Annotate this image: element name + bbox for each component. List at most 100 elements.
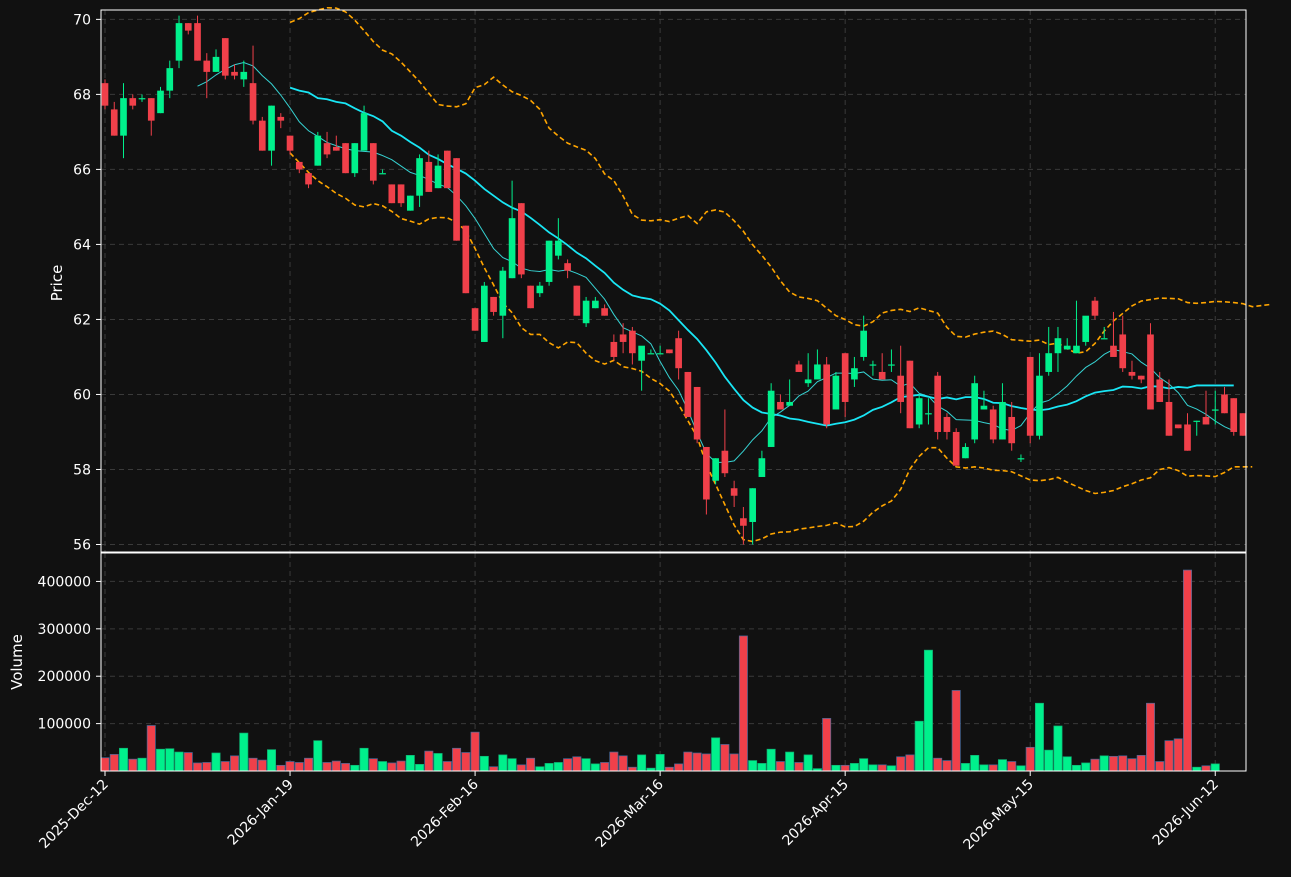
volume-bar <box>1146 702 1155 772</box>
candle-body <box>943 416 951 432</box>
volume-bar <box>220 761 230 772</box>
volume-bar <box>933 757 943 772</box>
volume-bar <box>896 756 906 772</box>
candle-body <box>795 364 803 372</box>
price-tick-label: 68 <box>73 87 91 103</box>
candle-body <box>481 285 488 342</box>
volume-bar <box>359 747 369 772</box>
candle-body <box>989 409 997 440</box>
candle-body <box>397 184 405 204</box>
volume-bar <box>452 747 462 772</box>
volume-bar <box>507 758 517 772</box>
candle-body <box>416 158 423 196</box>
candle-body <box>120 98 127 136</box>
volume-bar <box>1136 755 1146 772</box>
volume-tick-label: 200000 <box>38 669 91 685</box>
candle-body <box>545 240 553 282</box>
volume-bar <box>405 755 415 772</box>
volume-bar <box>1108 755 1118 772</box>
candle-body <box>1156 379 1164 402</box>
volume-bar <box>1053 725 1063 772</box>
volume-bar <box>387 762 397 772</box>
volume-bar <box>720 744 730 772</box>
volume-bar <box>738 635 748 772</box>
volume-bar <box>442 761 452 772</box>
candle-body <box>471 308 479 331</box>
volume-bar <box>239 732 249 772</box>
candle-body <box>666 349 673 354</box>
volume-bar <box>322 762 332 772</box>
candle-body <box>462 225 470 294</box>
candle-body <box>582 300 590 324</box>
candle-body <box>138 98 146 100</box>
candle-body <box>425 161 433 192</box>
candle-body <box>730 488 738 496</box>
candle-body <box>110 109 118 136</box>
candle-body <box>638 345 645 361</box>
candle-body <box>1017 458 1025 460</box>
volume-bar <box>914 720 924 772</box>
candle-body <box>351 143 359 174</box>
candle-body <box>814 364 821 380</box>
candle-body <box>1202 416 1210 425</box>
volume-bar <box>748 760 758 772</box>
candle-body <box>286 135 294 151</box>
bollinger-bands <box>289 6 1271 543</box>
volume-bar <box>1071 764 1081 772</box>
candle-body <box>647 353 655 355</box>
volume-bar <box>368 758 378 772</box>
volume-bar <box>156 748 165 772</box>
candle-body <box>758 458 766 477</box>
candle-body <box>369 143 377 181</box>
candle-body <box>166 68 174 91</box>
candle-body <box>277 116 285 121</box>
candle-body <box>675 338 682 369</box>
candle-body <box>268 105 275 151</box>
candle-body <box>906 360 914 429</box>
volume-bar <box>1201 765 1211 772</box>
volume-bar <box>100 757 110 772</box>
candle-body <box>971 383 979 440</box>
candles <box>101 15 1247 545</box>
volume-bar <box>988 764 998 772</box>
volume-tick-label: 400000 <box>38 574 91 590</box>
volume-bar <box>137 757 147 772</box>
candle-body <box>952 431 960 466</box>
candle-body <box>203 60 211 72</box>
volume-bar <box>165 748 175 772</box>
candle-body <box>962 446 969 459</box>
price-tick-label: 62 <box>73 312 91 328</box>
volume-bar <box>886 765 896 772</box>
volume-bar <box>304 757 314 772</box>
candle-body <box>434 165 442 189</box>
candle-body <box>1026 356 1034 436</box>
volume-bar <box>1155 761 1165 772</box>
volume-bar <box>119 747 128 772</box>
volume-bar <box>970 755 980 772</box>
volume-bar <box>378 761 388 772</box>
volume-bar <box>1081 762 1091 772</box>
price-tick-label: 58 <box>73 462 91 478</box>
volume-bar <box>600 762 610 772</box>
volume-bar <box>267 749 277 772</box>
lower-band-line <box>289 152 1253 543</box>
candle-body <box>323 143 331 155</box>
volume-bar <box>1062 756 1072 772</box>
candle-body <box>619 334 627 342</box>
candle-body <box>1211 409 1219 411</box>
candle-body <box>518 203 525 275</box>
candle-body <box>342 143 349 174</box>
candle-body <box>629 330 636 354</box>
candle-body <box>332 146 340 151</box>
volume-bar <box>711 737 721 772</box>
volume-bar <box>128 758 138 772</box>
volume-bar <box>859 758 869 772</box>
volume-bar <box>627 766 637 772</box>
volume-bar <box>683 751 693 772</box>
candle-body <box>786 401 793 406</box>
candle-body <box>1073 345 1080 354</box>
candle-body <box>1239 413 1247 436</box>
volume-bar <box>479 755 489 772</box>
